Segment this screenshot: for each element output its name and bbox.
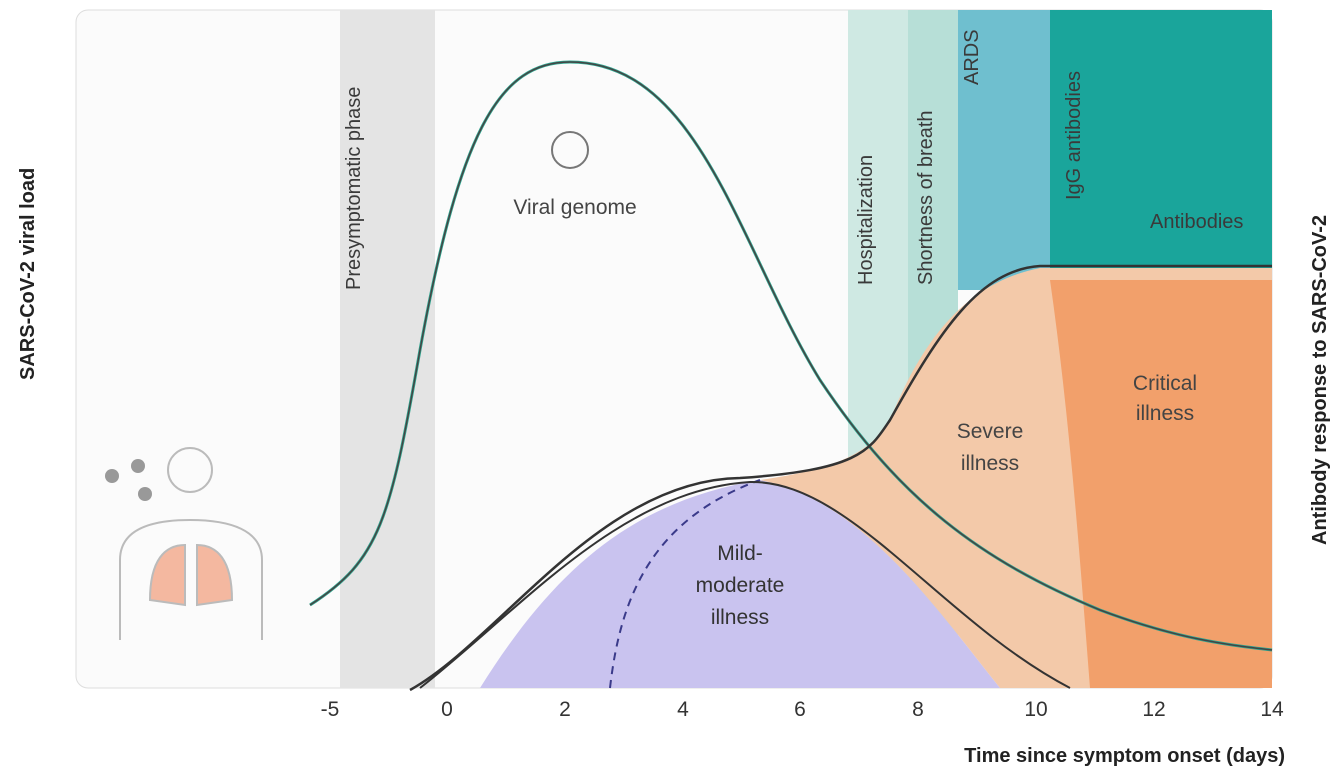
virus-icon xyxy=(551,131,589,169)
igm-curve xyxy=(609,479,761,689)
viral-genome-label: Viral genome xyxy=(513,196,636,219)
x-tick-label: 6 xyxy=(794,698,806,721)
phase-label: Hospitalization xyxy=(855,155,877,285)
x-tick-label: 8 xyxy=(912,698,924,721)
viral-load-outline xyxy=(309,61,1273,651)
x-tick-label: 4 xyxy=(677,698,689,721)
phase-label: Presymptomatic phase xyxy=(343,87,365,290)
x-tick-label: 10 xyxy=(1024,698,1047,721)
x-tick-label: -5 xyxy=(321,698,340,721)
phase-label: IgG antibodies xyxy=(1063,71,1085,200)
mild-area xyxy=(480,480,1000,688)
antibody-curve xyxy=(409,264,1272,692)
illness-outline xyxy=(419,480,1071,689)
illness-label: moderate xyxy=(696,574,785,597)
mild-label: Mild- moderate illness xyxy=(696,542,785,629)
x-tick-label: 0 xyxy=(441,698,453,721)
person-icon xyxy=(105,447,263,640)
illness-label: illness xyxy=(961,452,1019,475)
ards-band xyxy=(958,10,1050,290)
x-axis-label: Time since symptom onset (days) xyxy=(964,745,1285,767)
phase-label: Shortness of breath xyxy=(915,110,937,285)
x-tick-label: 14 xyxy=(1260,698,1284,721)
illness-label: illness xyxy=(711,606,769,629)
x-tick-label: 2 xyxy=(559,698,571,721)
illness-label: Critical xyxy=(1133,372,1197,395)
phase-label: ARDS xyxy=(961,29,983,85)
critical-area xyxy=(1050,280,1272,688)
x-tick-label: 12 xyxy=(1142,698,1165,721)
illness-label: illness xyxy=(1136,402,1194,425)
phase-label: Antibodies xyxy=(1150,211,1243,233)
right-axis-label: Antibody response to SARS-CoV-2 xyxy=(1309,215,1331,545)
illness-label: Severe xyxy=(957,420,1024,443)
x-axis: -5 0 2 4 6 8 10 12 14 xyxy=(321,698,1284,721)
igg-band xyxy=(1050,10,1272,268)
left-axis-label: SARS-CoV-2 viral load xyxy=(17,168,39,380)
illness-label: Mild- xyxy=(717,542,763,565)
